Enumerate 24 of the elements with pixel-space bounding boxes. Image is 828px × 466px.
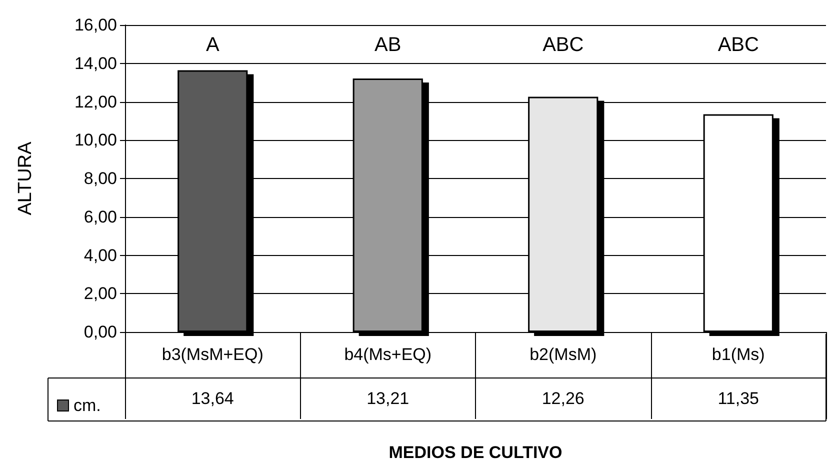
y-tick-label: 10,00: [74, 130, 117, 150]
x-tick-label: b2(MsM): [530, 345, 597, 364]
y-tick-label: 4,00: [84, 246, 117, 265]
data-label: 13,64: [190, 389, 235, 409]
legend-label: cm.: [74, 396, 101, 415]
x-axis-title: MEDIOS DE CULTIVO: [388, 443, 562, 462]
y-tick-label: 12,00: [74, 92, 117, 112]
annotation: AB: [374, 34, 402, 56]
data-label: 11,35: [716, 389, 760, 409]
y-tick-label: 16,00: [74, 16, 117, 34]
y-axis-title: ALTURA: [15, 141, 36, 216]
y-tick-label: 8,00: [84, 169, 117, 188]
y-tick-label: 14,00: [74, 54, 117, 73]
annotation: ABC: [542, 34, 584, 56]
x-tick-label: b3(MsM+EQ): [162, 345, 264, 364]
data-label: 12,26: [540, 389, 586, 409]
annotation: ABC: [718, 34, 759, 56]
y-tick-label: 6,00: [84, 207, 117, 226]
y-tick-label: 2,00: [84, 284, 117, 304]
y-tick-label: 0,00: [84, 322, 117, 342]
annotation: A: [206, 34, 220, 56]
data-label: 13,21: [366, 389, 410, 409]
x-tick-label: b4(Ms+EQ): [344, 345, 432, 364]
x-tick-label: b1(Ms): [712, 345, 765, 364]
